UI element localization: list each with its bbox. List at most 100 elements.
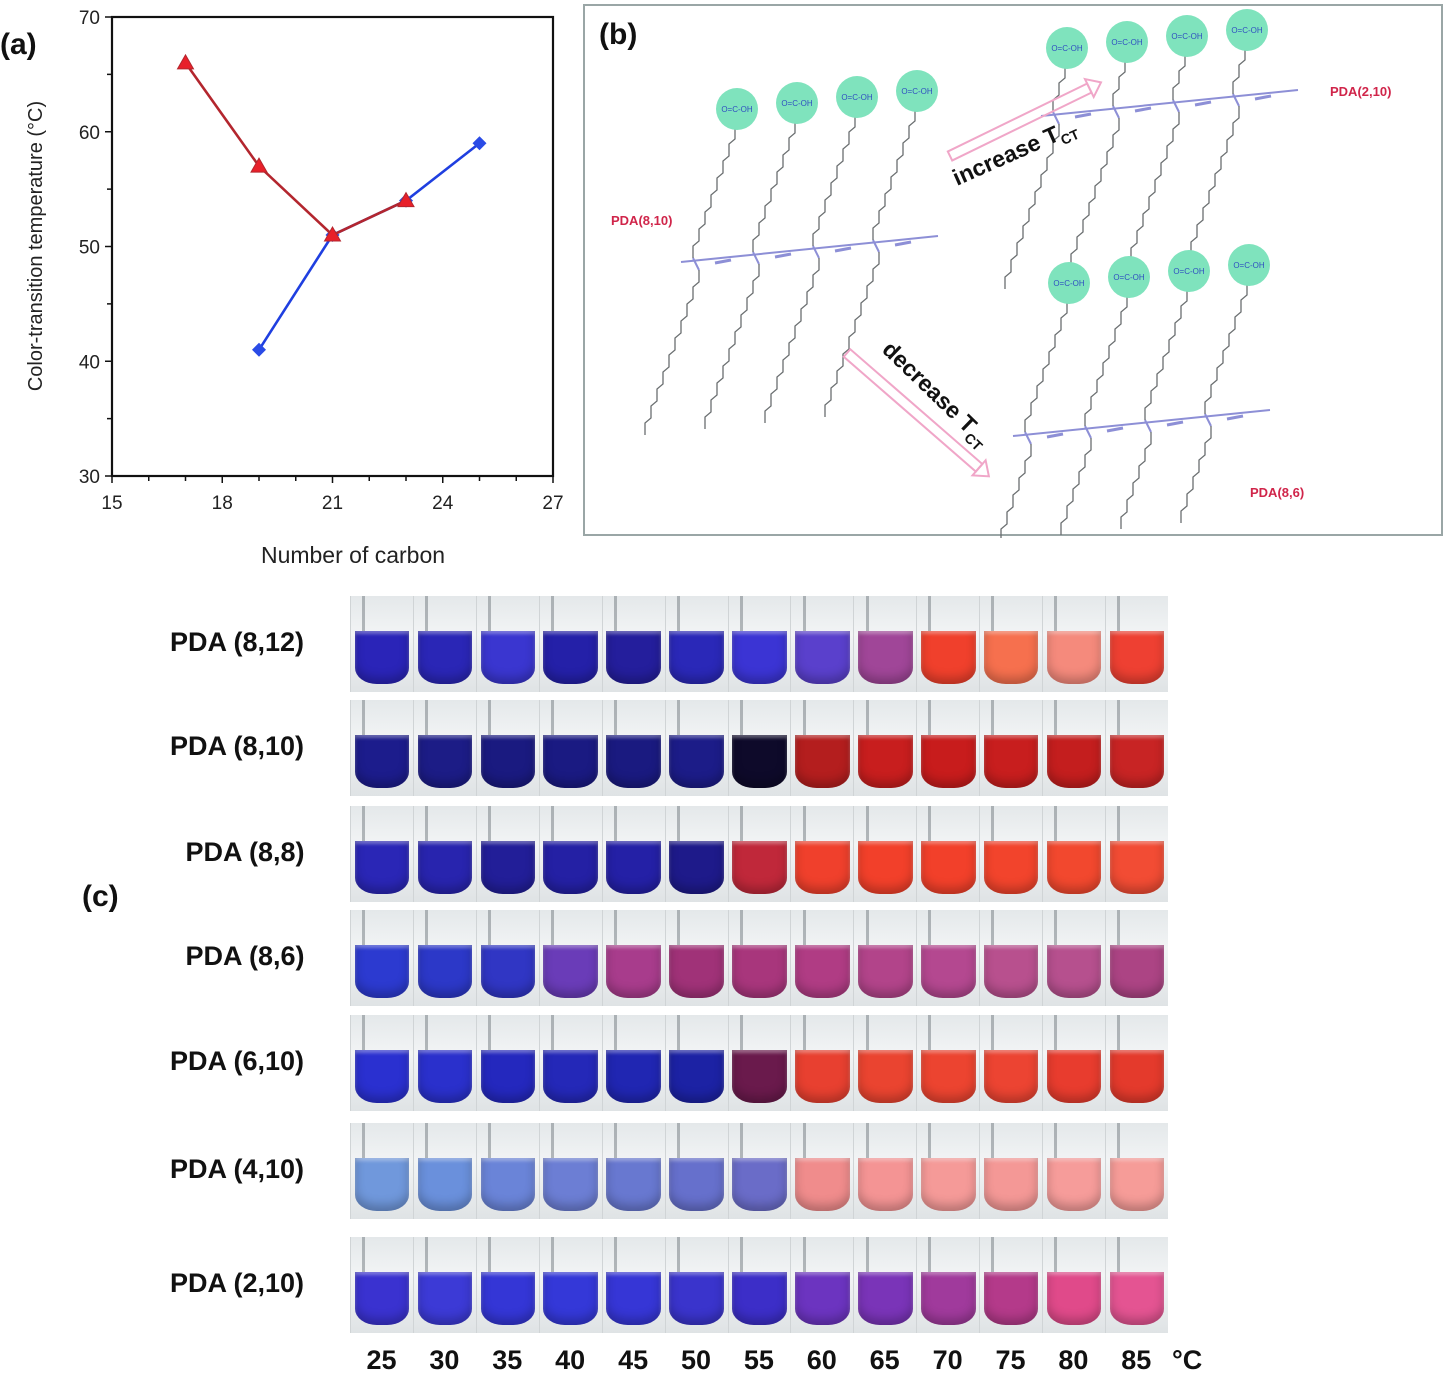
vial-photo: [1042, 1123, 1106, 1219]
vial-photo: [790, 1015, 854, 1111]
vial-photo: [916, 910, 980, 1006]
vial-liquid: [669, 1049, 724, 1104]
vial-liquid: [983, 1049, 1039, 1104]
triangle-marker: [323, 226, 342, 242]
vial-photo: [475, 700, 539, 796]
vial-liquid: [983, 734, 1039, 789]
vial-glass-reflection: [487, 700, 491, 735]
vial-liquid: [417, 1271, 473, 1326]
vial-photo: [475, 1015, 539, 1111]
vial-glass-reflection: [1117, 910, 1121, 945]
vial-photo: [664, 1123, 728, 1219]
vial-glass-reflection: [802, 700, 806, 735]
triangle-marker: [397, 191, 415, 208]
vial-photo: [350, 700, 413, 796]
vial-glass-reflection: [1054, 910, 1058, 945]
plot-frame: [110, 15, 555, 478]
vial-glass-reflection: [991, 700, 995, 735]
svg-text:O=C-OH: O=C-OH: [841, 93, 873, 102]
vial-glass-reflection: [928, 700, 932, 735]
vial-glass-reflection: [739, 806, 743, 841]
temperature-label: 45: [618, 1345, 649, 1375]
vial-liquid: [354, 734, 410, 789]
vial-liquid: [354, 840, 410, 895]
vial-liquid: [480, 944, 536, 999]
y-tick-label: 60: [79, 123, 100, 144]
vial-glass-reflection: [865, 1015, 869, 1050]
vial-photo: [790, 910, 854, 1006]
pda-8-10-molecule: O=C-OH O=C-OH O=C-OH O=C-OH: [644, 70, 939, 435]
vial-liquid: [606, 840, 661, 895]
vial-glass-reflection: [487, 1237, 491, 1272]
vial-liquid: [1109, 1049, 1165, 1104]
vial-photo: [1105, 1123, 1168, 1219]
vial-glass-reflection: [1054, 700, 1058, 735]
vial-glass-reflection: [1054, 806, 1058, 841]
vial-photo: [790, 596, 854, 692]
vial-photo: [664, 1015, 728, 1111]
vial-liquid: [417, 944, 473, 999]
vial-glass-reflection: [1117, 700, 1121, 735]
vial-glass-reflection: [613, 1237, 617, 1272]
vial-liquid: [983, 1271, 1039, 1326]
vial-liquid: [795, 1157, 850, 1212]
temperature-unit-label: °C: [1172, 1345, 1203, 1375]
vial-photo: [727, 596, 791, 692]
vial-photo: [979, 700, 1043, 796]
vial-glass-reflection: [550, 700, 554, 735]
vial-liquid: [417, 840, 473, 895]
temperature-label: 25: [366, 1345, 397, 1375]
vial-liquid: [858, 734, 913, 789]
vial-liquid: [669, 840, 724, 895]
vial-photo: [1105, 806, 1168, 902]
vial-glass-reflection: [802, 1123, 806, 1158]
vial-glass-reflection: [362, 596, 366, 631]
row-label: PDA (8,8): [185, 837, 305, 867]
vial-liquid: [354, 1049, 410, 1104]
carboxyl-headgroup-icon: [1226, 9, 1268, 51]
blue-diamond-series-line: [257, 142, 481, 351]
vial-glass-reflection: [928, 910, 932, 945]
vial-photo: [475, 1237, 539, 1333]
carboxyl-headgroup-icon: [836, 76, 878, 118]
vial-photo: [916, 596, 980, 692]
vial-photo: [538, 910, 602, 1006]
vial-glass-reflection: [739, 596, 743, 631]
vial-glass-reflection: [550, 910, 554, 945]
row-label: PDA (6,10): [169, 1046, 305, 1076]
y-tick-label: 70: [79, 8, 100, 29]
vial-glass-reflection: [676, 700, 680, 735]
vial-photo: [601, 596, 665, 692]
vial-photo: [350, 1015, 413, 1111]
vial-liquid: [354, 1157, 410, 1212]
vial-photo: [664, 1237, 728, 1333]
vial-liquid: [983, 1157, 1039, 1212]
temperature-label: 70: [932, 1345, 963, 1375]
vial-glass-reflection: [613, 1123, 617, 1158]
vial-photo: [853, 596, 917, 692]
vial-liquid: [606, 944, 661, 999]
vial-glass-reflection: [1054, 1015, 1058, 1050]
vial-photo: [1105, 1237, 1168, 1333]
vial-photo: [350, 910, 413, 1006]
svg-text:O=C-OH: O=C-OH: [1051, 44, 1083, 53]
vial-liquid: [543, 840, 598, 895]
pda-8-6-molecule: O=C-OH O=C-OH O=C-OH O=C-OH: [1000, 244, 1271, 538]
vial-photo: [853, 700, 917, 796]
vial-liquid: [732, 840, 787, 895]
vial-liquid: [858, 630, 913, 685]
decrease-arrow-icon: [842, 347, 991, 478]
vial-liquid: [543, 630, 598, 685]
svg-text:O=C-OH: O=C-OH: [781, 99, 813, 108]
vial-glass-reflection: [487, 1015, 491, 1050]
svg-text:O=C-OH: O=C-OH: [901, 87, 933, 96]
vial-glass-reflection: [550, 1237, 554, 1272]
vial-photo: [412, 910, 476, 1006]
vial-liquid: [732, 734, 787, 789]
vial-liquid: [732, 630, 787, 685]
vial-photo: [538, 596, 602, 692]
triangle-marker: [176, 53, 195, 70]
vial-glass-reflection: [425, 1237, 429, 1272]
vial-liquid: [543, 1049, 598, 1104]
temperature-label: 85: [1121, 1345, 1152, 1375]
